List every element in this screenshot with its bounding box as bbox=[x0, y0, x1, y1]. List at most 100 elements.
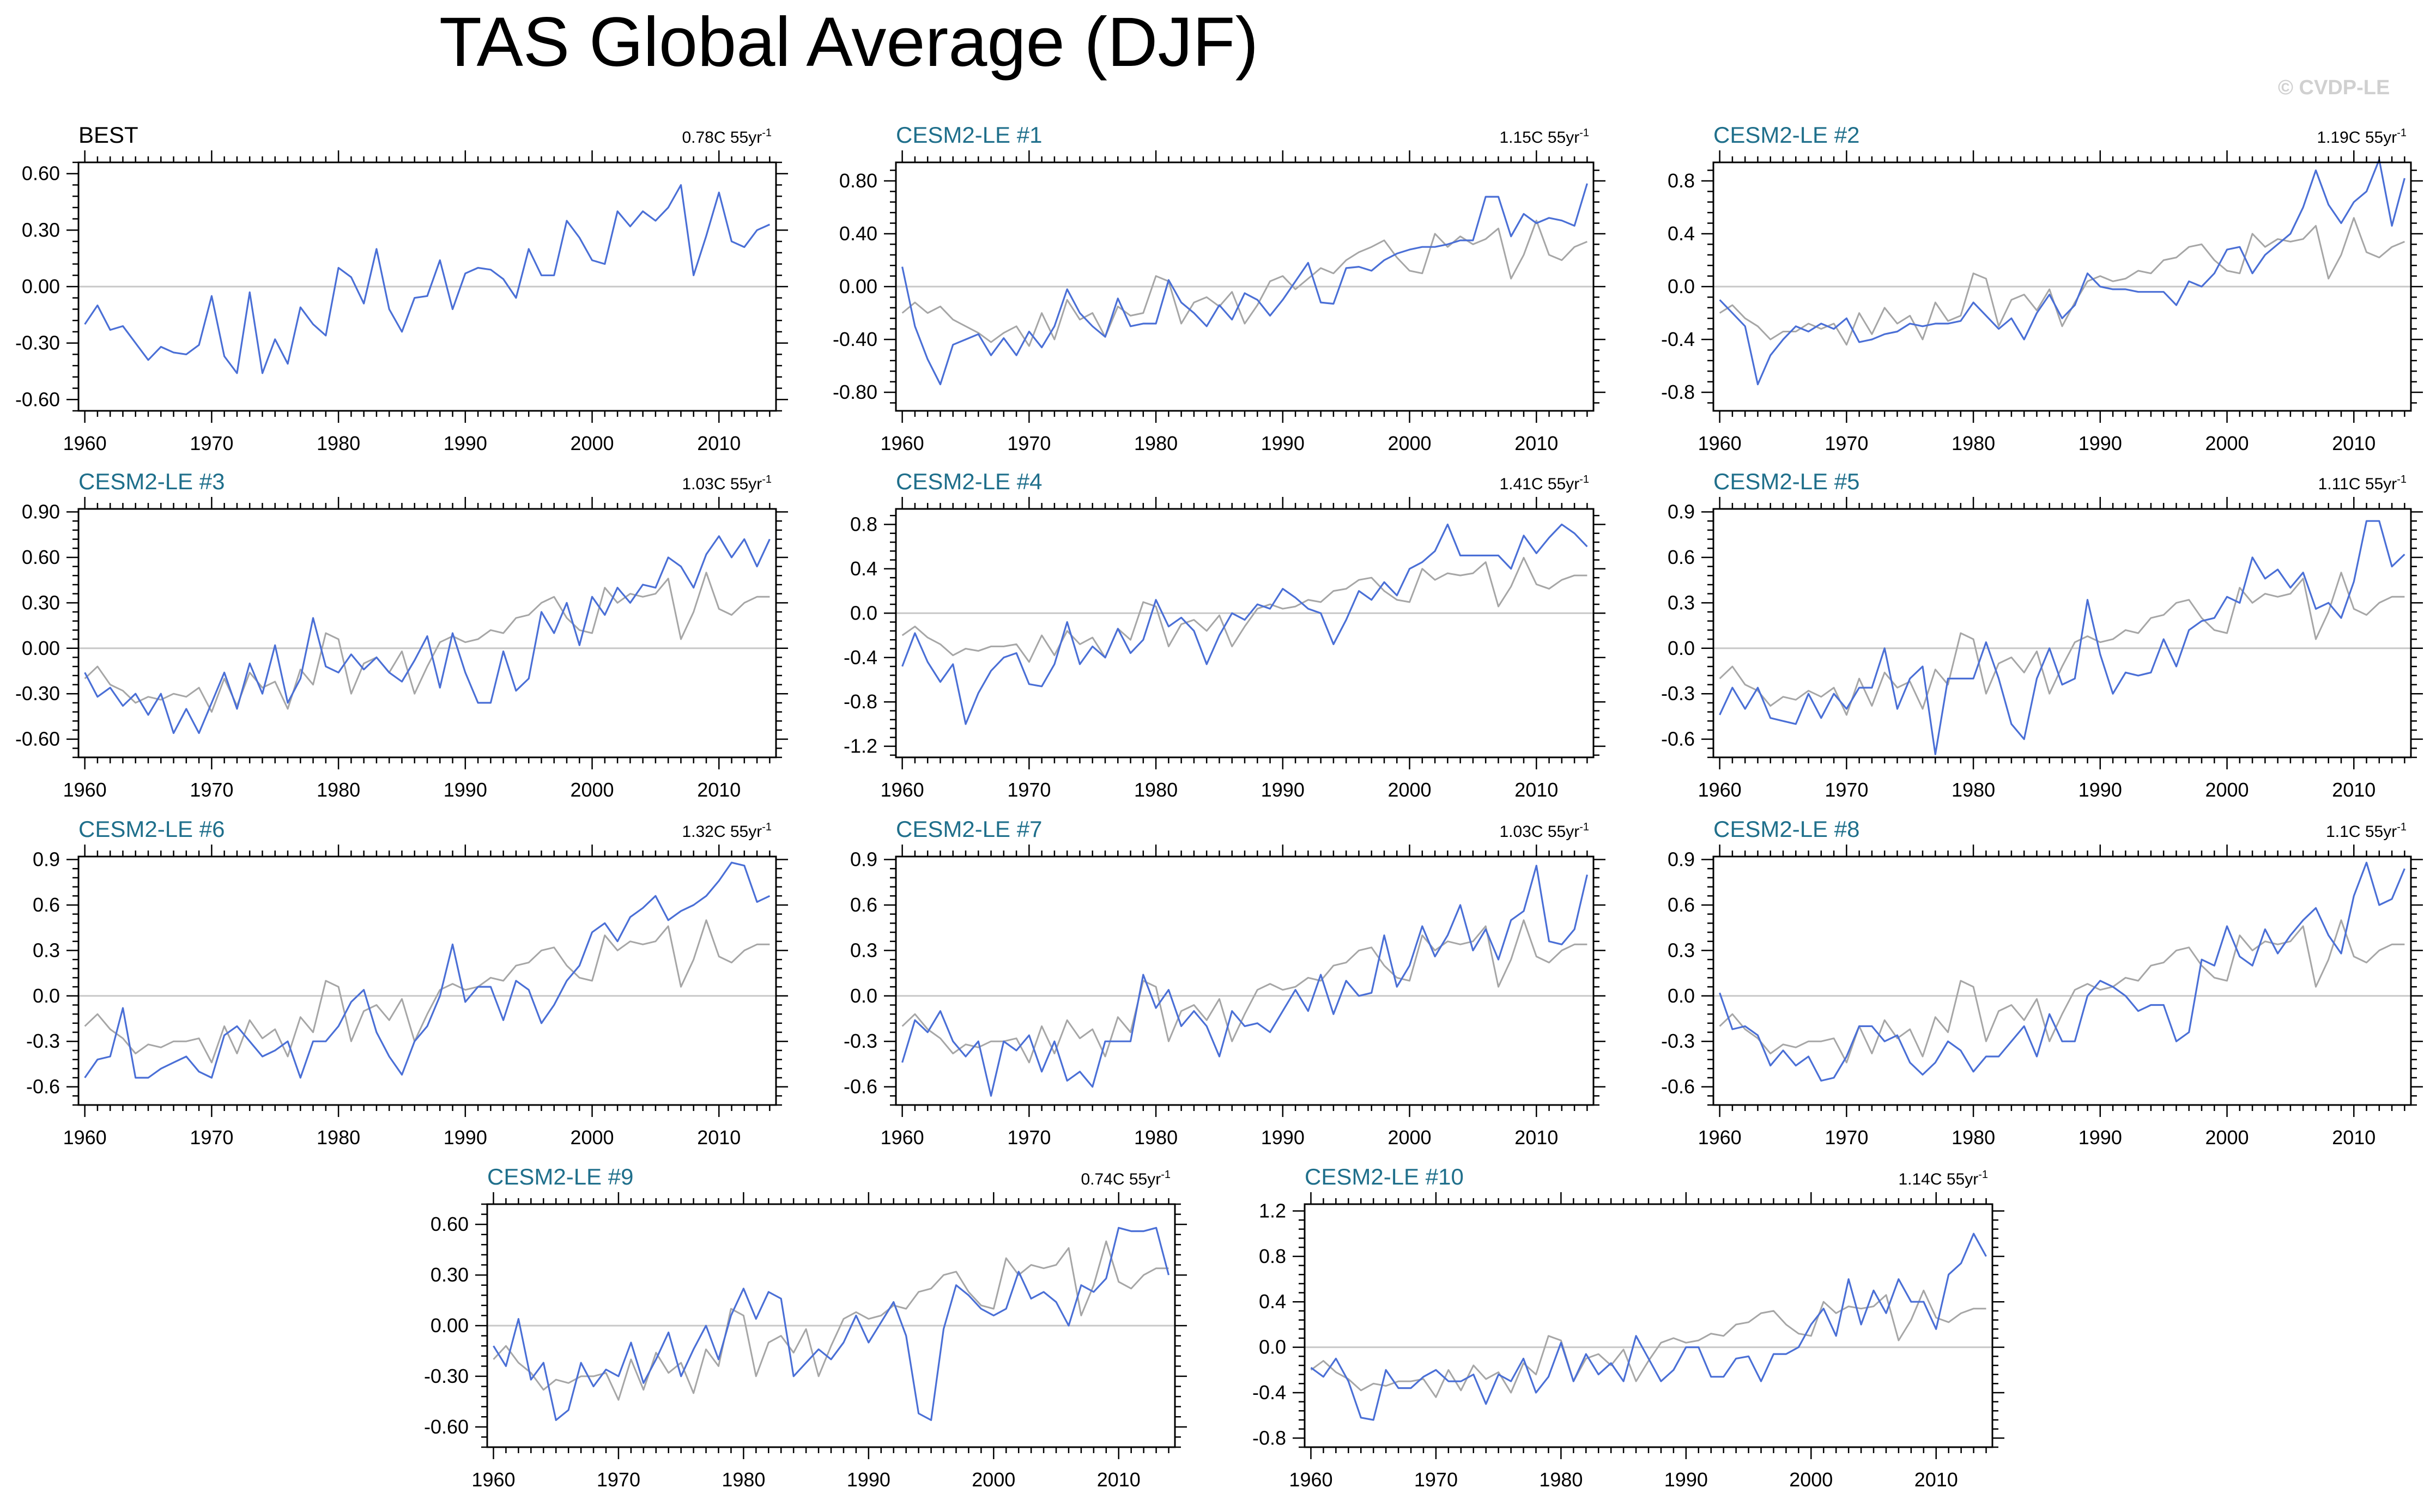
y-tick-label: 0.00 bbox=[431, 1314, 469, 1337]
trend-label: 1.03C 55yr-1 bbox=[682, 473, 772, 493]
plot-frame bbox=[77, 508, 777, 758]
y-tick-label: -0.60 bbox=[15, 728, 60, 750]
trend-exponent: -1 bbox=[762, 127, 772, 139]
x-tick-label: 2010 bbox=[1914, 1468, 1958, 1491]
watermark: © CVDP-LE bbox=[2278, 76, 2390, 99]
x-tick-label: 2000 bbox=[1789, 1468, 1833, 1491]
trend-exponent: -1 bbox=[1579, 473, 1589, 485]
series-line-primary bbox=[84, 861, 771, 1079]
x-tick-label: 2010 bbox=[697, 779, 741, 801]
x-tick-label: 1970 bbox=[1007, 1126, 1051, 1149]
y-tick-label: 0.90 bbox=[22, 501, 60, 523]
y-tick-label: 0.60 bbox=[22, 162, 60, 185]
figure-title: TAS Global Average (DJF) bbox=[439, 3, 1259, 81]
x-tick-label: 1970 bbox=[1825, 779, 1868, 801]
y-tick-label: -0.8 bbox=[1252, 1426, 1286, 1449]
y-tick-label: 0.30 bbox=[431, 1264, 469, 1286]
series-line-primary bbox=[1310, 1232, 1987, 1421]
y-tick-label: -0.6 bbox=[26, 1076, 60, 1098]
x-tick-label: 1980 bbox=[722, 1468, 765, 1491]
trend-value: 1.1C 55yr bbox=[2326, 823, 2397, 841]
x-tick-label: 1970 bbox=[1007, 779, 1051, 801]
y-tick-label: -0.30 bbox=[15, 682, 60, 705]
y-tick-label: 0.00 bbox=[22, 637, 60, 659]
y-tick-label: -0.6 bbox=[1661, 1076, 1695, 1098]
y-tick-label: 0.0 bbox=[33, 985, 60, 1007]
x-tick-label: 2000 bbox=[570, 432, 614, 454]
series-line-reference bbox=[1719, 919, 2405, 1064]
x-tick-label: 1990 bbox=[2078, 432, 2122, 454]
trend-exponent: -1 bbox=[762, 821, 772, 833]
trend-label: 1.32C 55yr-1 bbox=[682, 821, 772, 841]
panel-2: 1960 1970 1980 1990 2000 2010 -0.80 -0.40 0.00 0.… bbox=[833, 122, 1605, 454]
panel-11: 1960 1970 1980 1990 2000 2010 -0.8 -0.4 0.0 0.4 0.… bbox=[1252, 1164, 2004, 1491]
y-tick-label: 0.6 bbox=[1668, 894, 1695, 916]
y-tick-label: 0.0 bbox=[1259, 1336, 1286, 1358]
series-line-reference bbox=[901, 919, 1587, 1064]
trend-label: 1.14C 55yr-1 bbox=[1898, 1169, 1988, 1188]
y-tick-label: 0.40 bbox=[839, 222, 877, 245]
trend-label: 0.74C 55yr-1 bbox=[1081, 1169, 1171, 1188]
panel-title: CESM2-LE #9 bbox=[487, 1164, 633, 1189]
y-tick-label: -0.60 bbox=[424, 1416, 469, 1438]
x-tick-label: 1970 bbox=[1825, 432, 1868, 454]
y-tick-label: -1.2 bbox=[844, 735, 877, 757]
y-tick-label: 0.9 bbox=[1668, 848, 1695, 871]
x-tick-label: 2000 bbox=[1387, 779, 1431, 801]
y-tick-label: 1.2 bbox=[1259, 1200, 1286, 1222]
y-tick-label: -0.8 bbox=[844, 690, 877, 713]
x-tick-label: 2010 bbox=[2332, 432, 2375, 454]
trend-value: 1.32C 55yr bbox=[682, 823, 762, 841]
x-tick-label: 1960 bbox=[1698, 779, 1742, 801]
x-tick-label: 2000 bbox=[2205, 432, 2249, 454]
x-tick-label: 2000 bbox=[570, 1126, 614, 1149]
panel-title: CESM2-LE #8 bbox=[1713, 816, 1859, 842]
y-tick-label: 0.4 bbox=[1259, 1290, 1286, 1313]
series-line-primary bbox=[901, 183, 1588, 386]
trend-value: 0.78C 55yr bbox=[682, 129, 762, 147]
plot-frame bbox=[895, 508, 1595, 758]
trend-value: 1.11C 55yr bbox=[2318, 475, 2397, 493]
panel-title: CESM2-LE #1 bbox=[896, 122, 1042, 148]
x-tick-label: 2000 bbox=[2205, 1126, 2249, 1149]
panel-title: BEST bbox=[78, 122, 138, 148]
x-tick-label: 2000 bbox=[2205, 779, 2249, 801]
trend-exponent: -1 bbox=[1978, 1169, 1988, 1181]
trend-label: 0.78C 55yr-1 bbox=[682, 127, 772, 147]
x-tick-label: 2010 bbox=[1514, 779, 1558, 801]
series-line-reference bbox=[1310, 1289, 1986, 1398]
trend-value: 1.03C 55yr bbox=[682, 475, 762, 493]
x-tick-label: 1990 bbox=[2078, 779, 2122, 801]
series-line-primary bbox=[84, 535, 771, 734]
panel-4: 1960 1970 1980 1990 2000 2010 -0.60 -0.30 0.00 0.… bbox=[15, 469, 788, 801]
x-tick-label: 1970 bbox=[190, 432, 233, 454]
series-line-reference bbox=[84, 572, 770, 713]
y-tick-label: 0.0 bbox=[850, 602, 877, 624]
x-tick-label: 1960 bbox=[63, 432, 107, 454]
panel-10: 1960 1970 1980 1990 2000 2010 -0.60 -0.30 0.00 0.… bbox=[424, 1164, 1187, 1491]
panel-title: CESM2-LE #10 bbox=[1305, 1164, 1464, 1189]
series-line-reference bbox=[901, 220, 1587, 347]
trend-exponent: -1 bbox=[1579, 821, 1589, 833]
y-tick-label: -0.3 bbox=[844, 1030, 877, 1052]
y-tick-label: 0.80 bbox=[839, 169, 877, 192]
x-tick-label: 1960 bbox=[881, 432, 924, 454]
x-tick-label: 1990 bbox=[444, 779, 487, 801]
trend-label: 1.41C 55yr-1 bbox=[1499, 473, 1589, 493]
y-tick-label: 0.60 bbox=[22, 546, 60, 568]
series-line-primary bbox=[1719, 159, 2405, 386]
x-tick-label: 1960 bbox=[1698, 432, 1742, 454]
y-tick-label: -0.3 bbox=[1661, 682, 1695, 705]
trend-exponent: -1 bbox=[2397, 473, 2407, 485]
x-tick-label: 1980 bbox=[1539, 1468, 1583, 1491]
x-tick-label: 2000 bbox=[570, 779, 614, 801]
y-tick-label: 0.9 bbox=[850, 848, 877, 871]
y-tick-label: 0.3 bbox=[850, 939, 877, 961]
series-line-primary bbox=[1719, 520, 2405, 756]
x-tick-label: 1970 bbox=[1825, 1126, 1868, 1149]
y-tick-label: 0.9 bbox=[1668, 501, 1695, 523]
x-tick-label: 1970 bbox=[1414, 1468, 1458, 1491]
panel-8: 1960 1970 1980 1990 2000 2010 -0.6 -0.3 0.0 0.3 0.… bbox=[844, 816, 1605, 1149]
y-tick-label: -0.3 bbox=[26, 1030, 60, 1052]
